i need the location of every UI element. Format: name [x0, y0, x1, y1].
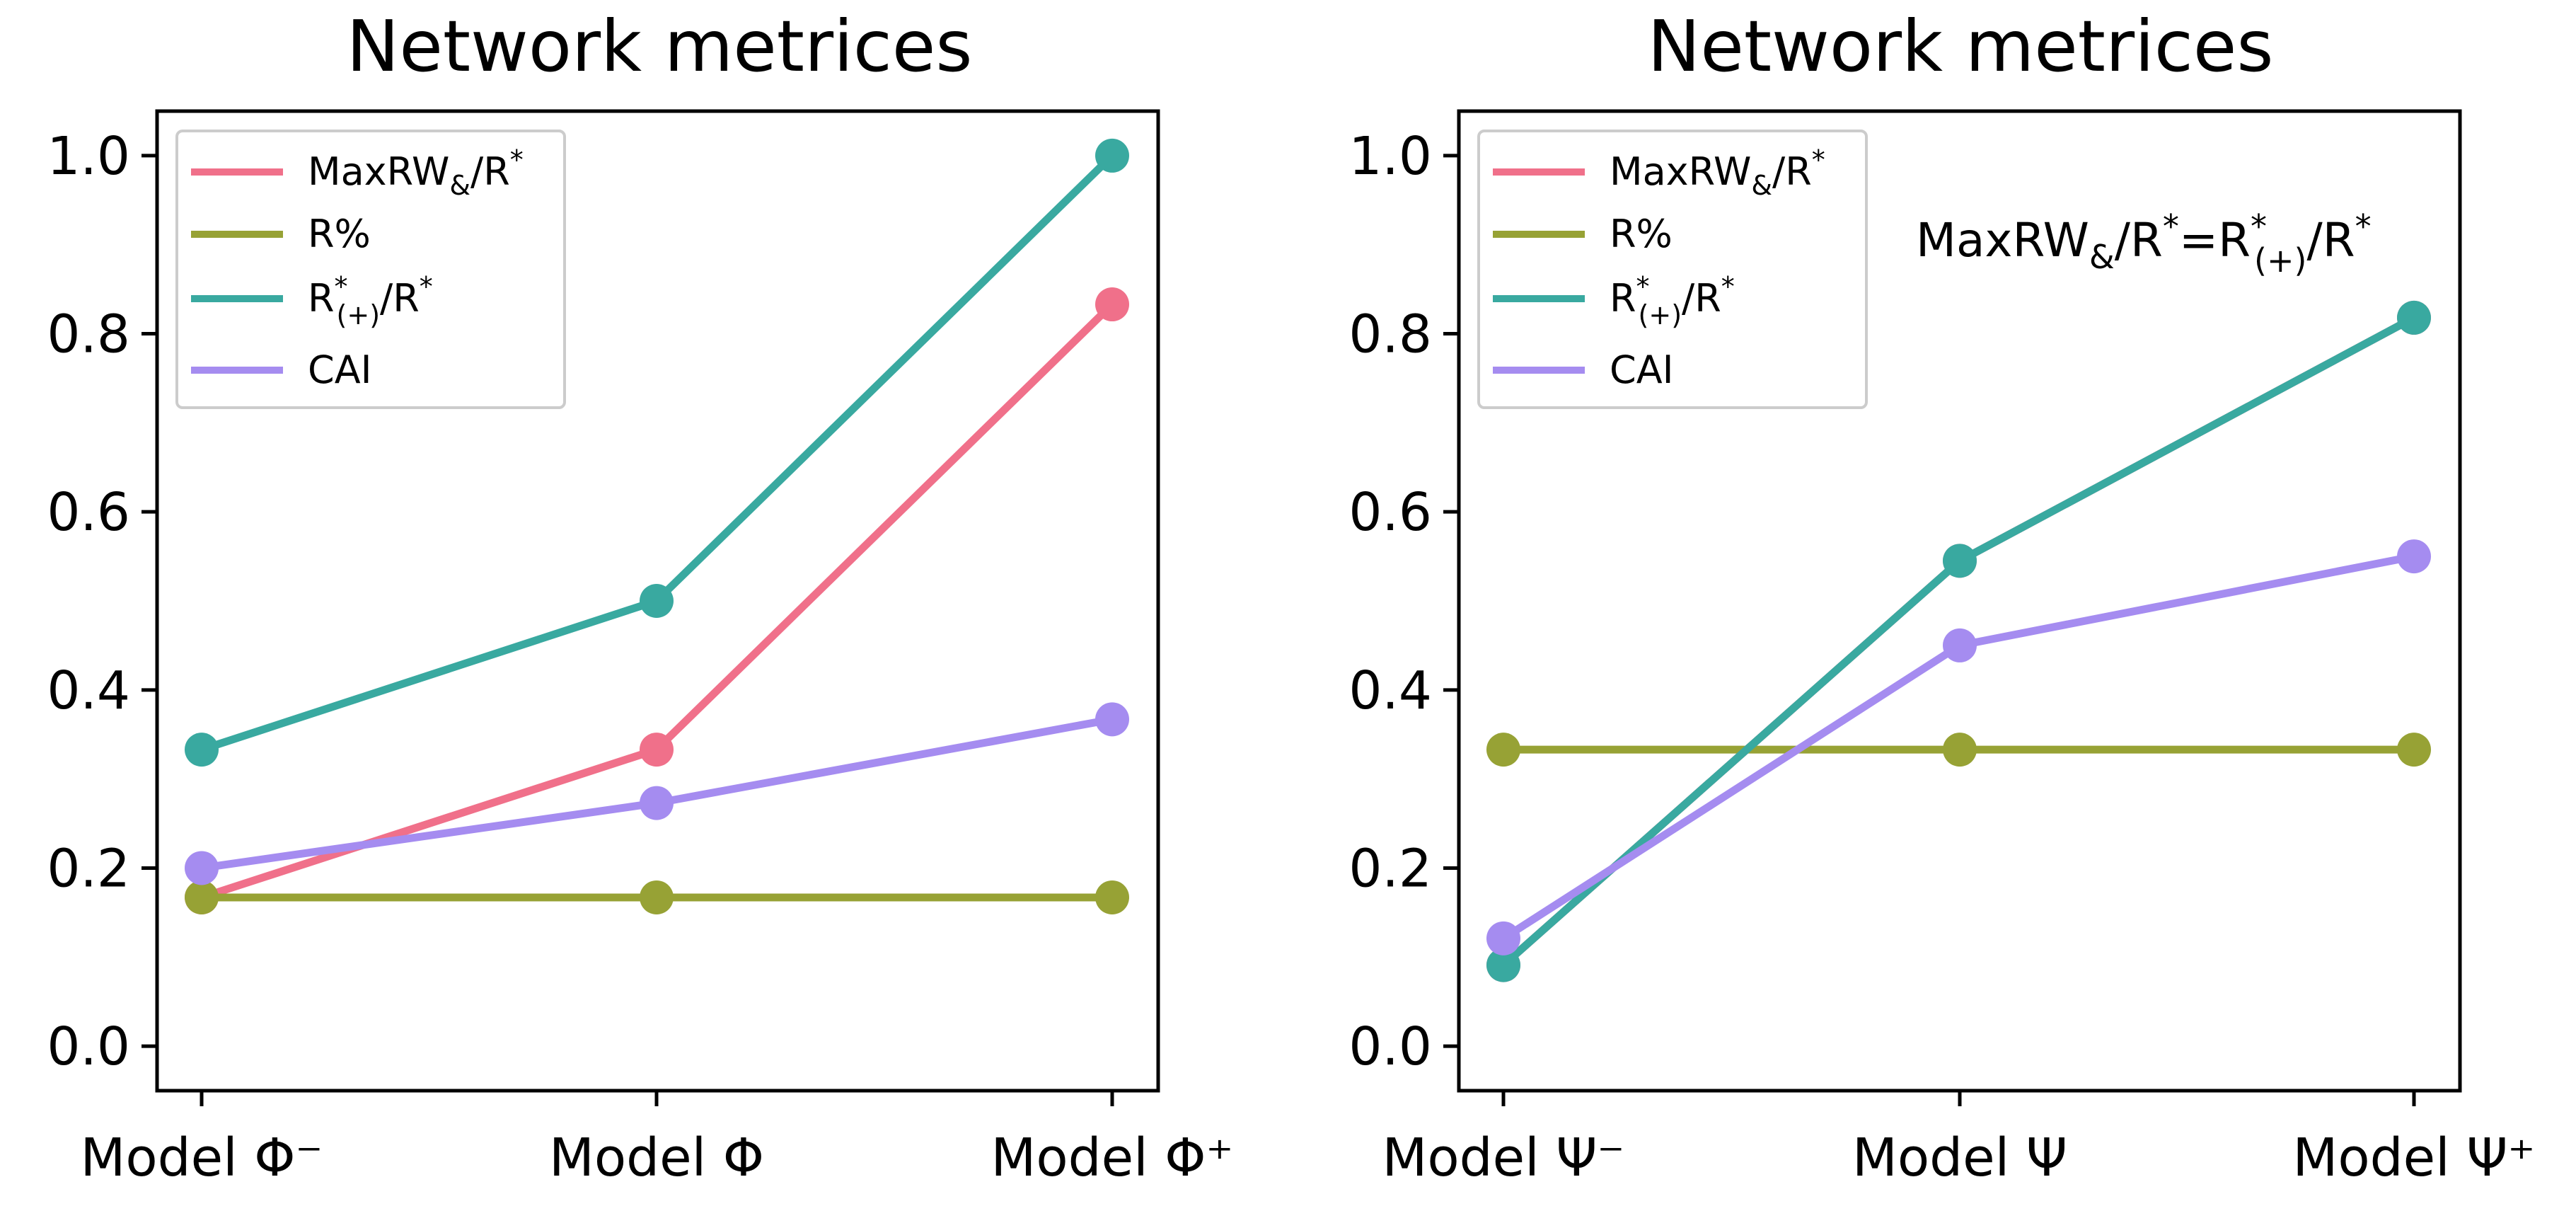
chart-left-legend-label-maxrw: MaxRW&/R*	[308, 144, 524, 201]
chart-left-y-tick-label: 0.4	[47, 660, 130, 721]
chart-right-y-tick-label: 0.4	[1348, 660, 1432, 721]
chart-left-y-tick-label: 0.6	[47, 482, 130, 543]
chart-right-y-tick-label: 0.0	[1348, 1016, 1432, 1077]
chart-left-x-tick-label: Model Φ	[549, 1127, 764, 1188]
chart-left-point-rplus-1	[640, 584, 674, 618]
chart-right-x-tick-label: Model Ψ	[1852, 1127, 2067, 1188]
chart-left: Network metrices 0.0 0.2 0.4 0.6 0.8 1.0 Mode…	[47, 5, 1233, 1188]
chart-right-legend: MaxRW&/R* R% R* (+)/R* CAI	[1477, 130, 1868, 409]
chart-right-x-axis: Model Ψ⁻ Model Ψ Model Ψ⁺	[1382, 1091, 2536, 1188]
chart-left-legend-box	[175, 130, 566, 409]
chart-right-legend-box	[1477, 130, 1868, 409]
chart-left-point-rplus-0	[185, 733, 219, 767]
chart-left-point-cai-0	[185, 851, 219, 885]
chart-left-x-axis: Model Φ⁻ Model Φ Model Φ⁺	[80, 1091, 1234, 1188]
chart-left-point-maxrw-1	[640, 733, 674, 767]
chart-left-y-tick-label: 0.2	[47, 838, 130, 899]
chart-left-point-rpct-1	[640, 880, 674, 914]
chart-left-point-cai-2	[1095, 702, 1129, 737]
chart-left-point-rpct-0	[185, 880, 219, 914]
chart-left-legend-label-cai: CAI	[308, 348, 372, 392]
chart-right-point-cai-2	[2397, 539, 2431, 574]
chart-right-point-rplus-1	[1943, 544, 1977, 578]
chart-right-point-rpct-1	[1943, 733, 1977, 767]
chart-right-point-rpct-2	[2397, 733, 2431, 767]
chart-left-x-tick-label: Model Φ⁻	[80, 1127, 323, 1188]
chart-left-point-rpct-2	[1095, 880, 1129, 914]
chart-right-legend-label-rpct: R%	[1610, 212, 1673, 256]
chart-left-point-cai-1	[640, 786, 674, 820]
chart-right-point-rpct-0	[1486, 733, 1520, 767]
chart-left-point-rplus-2	[1095, 138, 1129, 173]
chart-right-y-tick-label: 0.6	[1348, 482, 1432, 543]
chart-left-legend-label-rpct: R%	[308, 212, 371, 256]
chart-left-y-tick-label: 0.0	[47, 1016, 130, 1077]
chart-left-y-tick-label: 0.8	[47, 304, 130, 365]
chart-right-y-tick-label: 0.8	[1348, 304, 1432, 365]
chart-right-marks	[1486, 300, 2431, 982]
chart-left-y-tick-label: 1.0	[47, 126, 130, 187]
chart-right-y-tick-label: 0.2	[1348, 838, 1432, 899]
chart-left-x-tick-label: Model Φ⁺	[990, 1127, 1233, 1188]
chart-left-point-maxrw-2	[1095, 287, 1129, 322]
chart-right-x-tick-label: Model Ψ⁻	[1382, 1127, 1624, 1188]
chart-right-legend-label-cai: CAI	[1610, 348, 1674, 392]
chart-right-point-rplus-0	[1486, 948, 1520, 982]
chart-left-legend: MaxRW&/R* R% R* (+)/R* CAI	[175, 130, 566, 409]
chart-right-title: Network metrices	[1648, 5, 2274, 88]
chart-right-point-cai-1	[1943, 628, 1977, 662]
chart-right-annotation: MaxRW&/R*=R* (+)/R*	[1916, 207, 2372, 280]
chart-left-marks	[185, 138, 1129, 914]
chart-right-y-axis: 0.0 0.2 0.4 0.6 0.8 1.0	[1348, 126, 1459, 1077]
chart-right: Network metrices 0.0 0.2 0.4 0.6 0.8 1.0 Mode…	[1348, 5, 2535, 1188]
chart-right-point-rplus-2	[2397, 300, 2431, 335]
chart-left-title: Network metrices	[347, 5, 973, 88]
chart-right-x-tick-label: Model Ψ⁺	[2292, 1127, 2535, 1188]
chart-right-point-cai-0	[1486, 921, 1520, 955]
chart-right-y-tick-label: 1.0	[1348, 126, 1432, 187]
chart-left-y-axis: 0.0 0.2 0.4 0.6 0.8 1.0	[47, 126, 157, 1077]
chart-right-legend-label-maxrw: MaxRW&/R*	[1610, 144, 1825, 201]
